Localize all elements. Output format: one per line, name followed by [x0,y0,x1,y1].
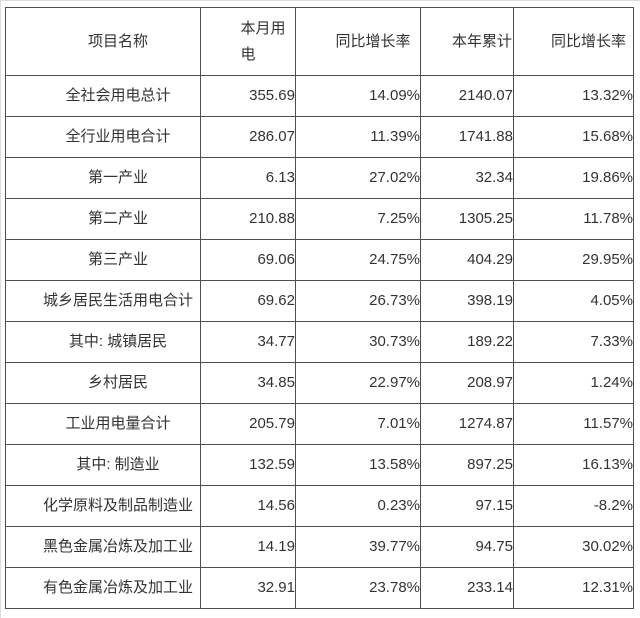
value-cell-ytd_value: 97.15 [420,485,514,527]
row-name-cell: 第一产业 [5,157,201,199]
table-row: 第三产业 69.06 24.75% 404.29 29.95% [5,239,634,281]
row-name-cell: 其中: 制造业 [5,444,201,486]
table-body: 全社会用电总计 355.69 14.09% 2140.07 13.32% 全行业用电合计 2… [5,75,634,609]
value-cell-ytd_yoy: 13.32% [513,75,634,117]
electricity-consumption-table: 项目名称 本月用电同比增长率 本年累计 同比增长率 全社会用电总计 355.69 14.0… [5,7,634,609]
row-name-cell: 全社会用电总计 [5,75,201,117]
value-cell-month_yoy: 11.39% [295,116,421,158]
value-cell-ytd_yoy: 16.13% [513,444,634,486]
value-cell-ytd_value: 233.14 [420,567,514,609]
value-cell-ytd_yoy: 1.24% [513,362,634,404]
value-cell-ytd_yoy: 29.95% [513,239,634,281]
value-cell-month_value: 6.13 [200,157,296,199]
value-cell-month_yoy: 22.97% [295,362,421,404]
value-cell-month_yoy: 13.58% [295,444,421,486]
table-row: 第一产业 6.13 27.02% 32.34 19.86% [5,157,634,199]
value-cell-month_yoy: 24.75% [295,239,421,281]
value-cell-ytd_value: 398.19 [420,280,514,322]
value-cell-ytd_yoy: 11.78% [513,198,634,240]
table-row: 乡村居民 34.85 22.97% 208.97 1.24% [5,362,634,404]
value-cell-month_value: 205.79 [200,403,296,445]
row-name-cell: 乡村居民 [5,362,201,404]
col-header-month_value: 本月用电 [200,7,296,76]
col-header-ytd_yoy: 同比增长率 [513,7,634,76]
row-name-cell: 工业用电量合计 [5,403,201,445]
value-cell-month_value: 32.91 [200,567,296,609]
value-cell-month_yoy: 30.73% [295,321,421,363]
value-cell-ytd_value: 1274.87 [420,403,514,445]
col-header-ytd_value: 本年累计 [420,7,514,76]
table-row: 化学原料及制品制造业 14.56 0.23% 97.15 -8.2% [5,485,634,527]
value-cell-ytd_value: 2140.07 [420,75,514,117]
col-header-month_yoy: 同比增长率 [295,7,421,76]
value-cell-ytd_yoy: 30.02% [513,526,634,568]
value-cell-ytd_yoy: 15.68% [513,116,634,158]
value-cell-ytd_value: 897.25 [420,444,514,486]
table-row: 全社会用电总计 355.69 14.09% 2140.07 13.32% [5,75,634,117]
row-name-cell: 化学原料及制品制造业 [5,485,201,527]
table-row: 第二产业 210.88 7.25% 1305.25 11.78% [5,198,634,240]
value-cell-ytd_value: 94.75 [420,526,514,568]
value-cell-ytd_yoy: 4.05% [513,280,634,322]
value-cell-month_value: 69.62 [200,280,296,322]
table-header: 项目名称 本月用电同比增长率 本年累计 同比增长率 [5,7,634,76]
row-name-cell: 有色金属冶炼及加工业 [5,567,201,609]
row-name-cell: 其中: 城镇居民 [5,321,201,363]
table-row: 有色金属冶炼及加工业 32.91 23.78% 233.14 12.31% [5,567,634,609]
value-cell-ytd_yoy: 11.57% [513,403,634,445]
value-cell-ytd_value: 1741.88 [420,116,514,158]
value-cell-ytd_value: 189.22 [420,321,514,363]
value-cell-ytd_yoy: 7.33% [513,321,634,363]
value-cell-month_value: 14.19 [200,526,296,568]
value-cell-month_yoy: 7.01% [295,403,421,445]
header-row: 项目名称 本月用电同比增长率 本年累计 同比增长率 [5,7,634,76]
table-row: 工业用电量合计 205.79 7.01% 1274.87 11.57% [5,403,634,445]
value-cell-month_yoy: 39.77% [295,526,421,568]
value-cell-month_yoy: 23.78% [295,567,421,609]
table-row: 其中: 城镇居民 34.77 30.73% 189.22 7.33% [5,321,634,363]
table-row: 其中: 制造业 132.59 13.58% 897.25 16.13% [5,444,634,486]
value-cell-ytd_yoy: 19.86% [513,157,634,199]
value-cell-ytd_yoy: 12.31% [513,567,634,609]
value-cell-month_yoy: 7.25% [295,198,421,240]
value-cell-month_value: 69.06 [200,239,296,281]
row-name-cell: 城乡居民生活用电合计 [5,280,201,322]
value-cell-ytd_value: 208.97 [420,362,514,404]
value-cell-month_value: 14.56 [200,485,296,527]
table-row: 城乡居民生活用电合计 69.62 26.73% 398.19 4.05% [5,280,634,322]
value-cell-month_yoy: 0.23% [295,485,421,527]
value-cell-month_value: 132.59 [200,444,296,486]
value-cell-month_yoy: 27.02% [295,157,421,199]
row-name-cell: 全行业用电合计 [5,116,201,158]
value-cell-month_value: 34.77 [200,321,296,363]
col-header-name: 项目名称 [5,7,201,76]
value-cell-month_value: 34.85 [200,362,296,404]
row-name-cell: 第二产业 [5,198,201,240]
value-cell-month_value: 210.88 [200,198,296,240]
value-cell-month_value: 286.07 [200,116,296,158]
value-cell-ytd_value: 404.29 [420,239,514,281]
value-cell-ytd_value: 32.34 [420,157,514,199]
value-cell-ytd_value: 1305.25 [420,198,514,240]
row-name-cell: 黑色金属冶炼及加工业 [5,526,201,568]
table-row: 黑色金属冶炼及加工业 14.19 39.77% 94.75 30.02% [5,526,634,568]
table-row: 全行业用电合计 286.07 11.39% 1741.88 15.68% [5,116,634,158]
value-cell-month_yoy: 14.09% [295,75,421,117]
row-name-cell: 第三产业 [5,239,201,281]
value-cell-month_yoy: 26.73% [295,280,421,322]
value-cell-month_value: 355.69 [200,75,296,117]
value-cell-ytd_yoy: -8.2% [513,485,634,527]
